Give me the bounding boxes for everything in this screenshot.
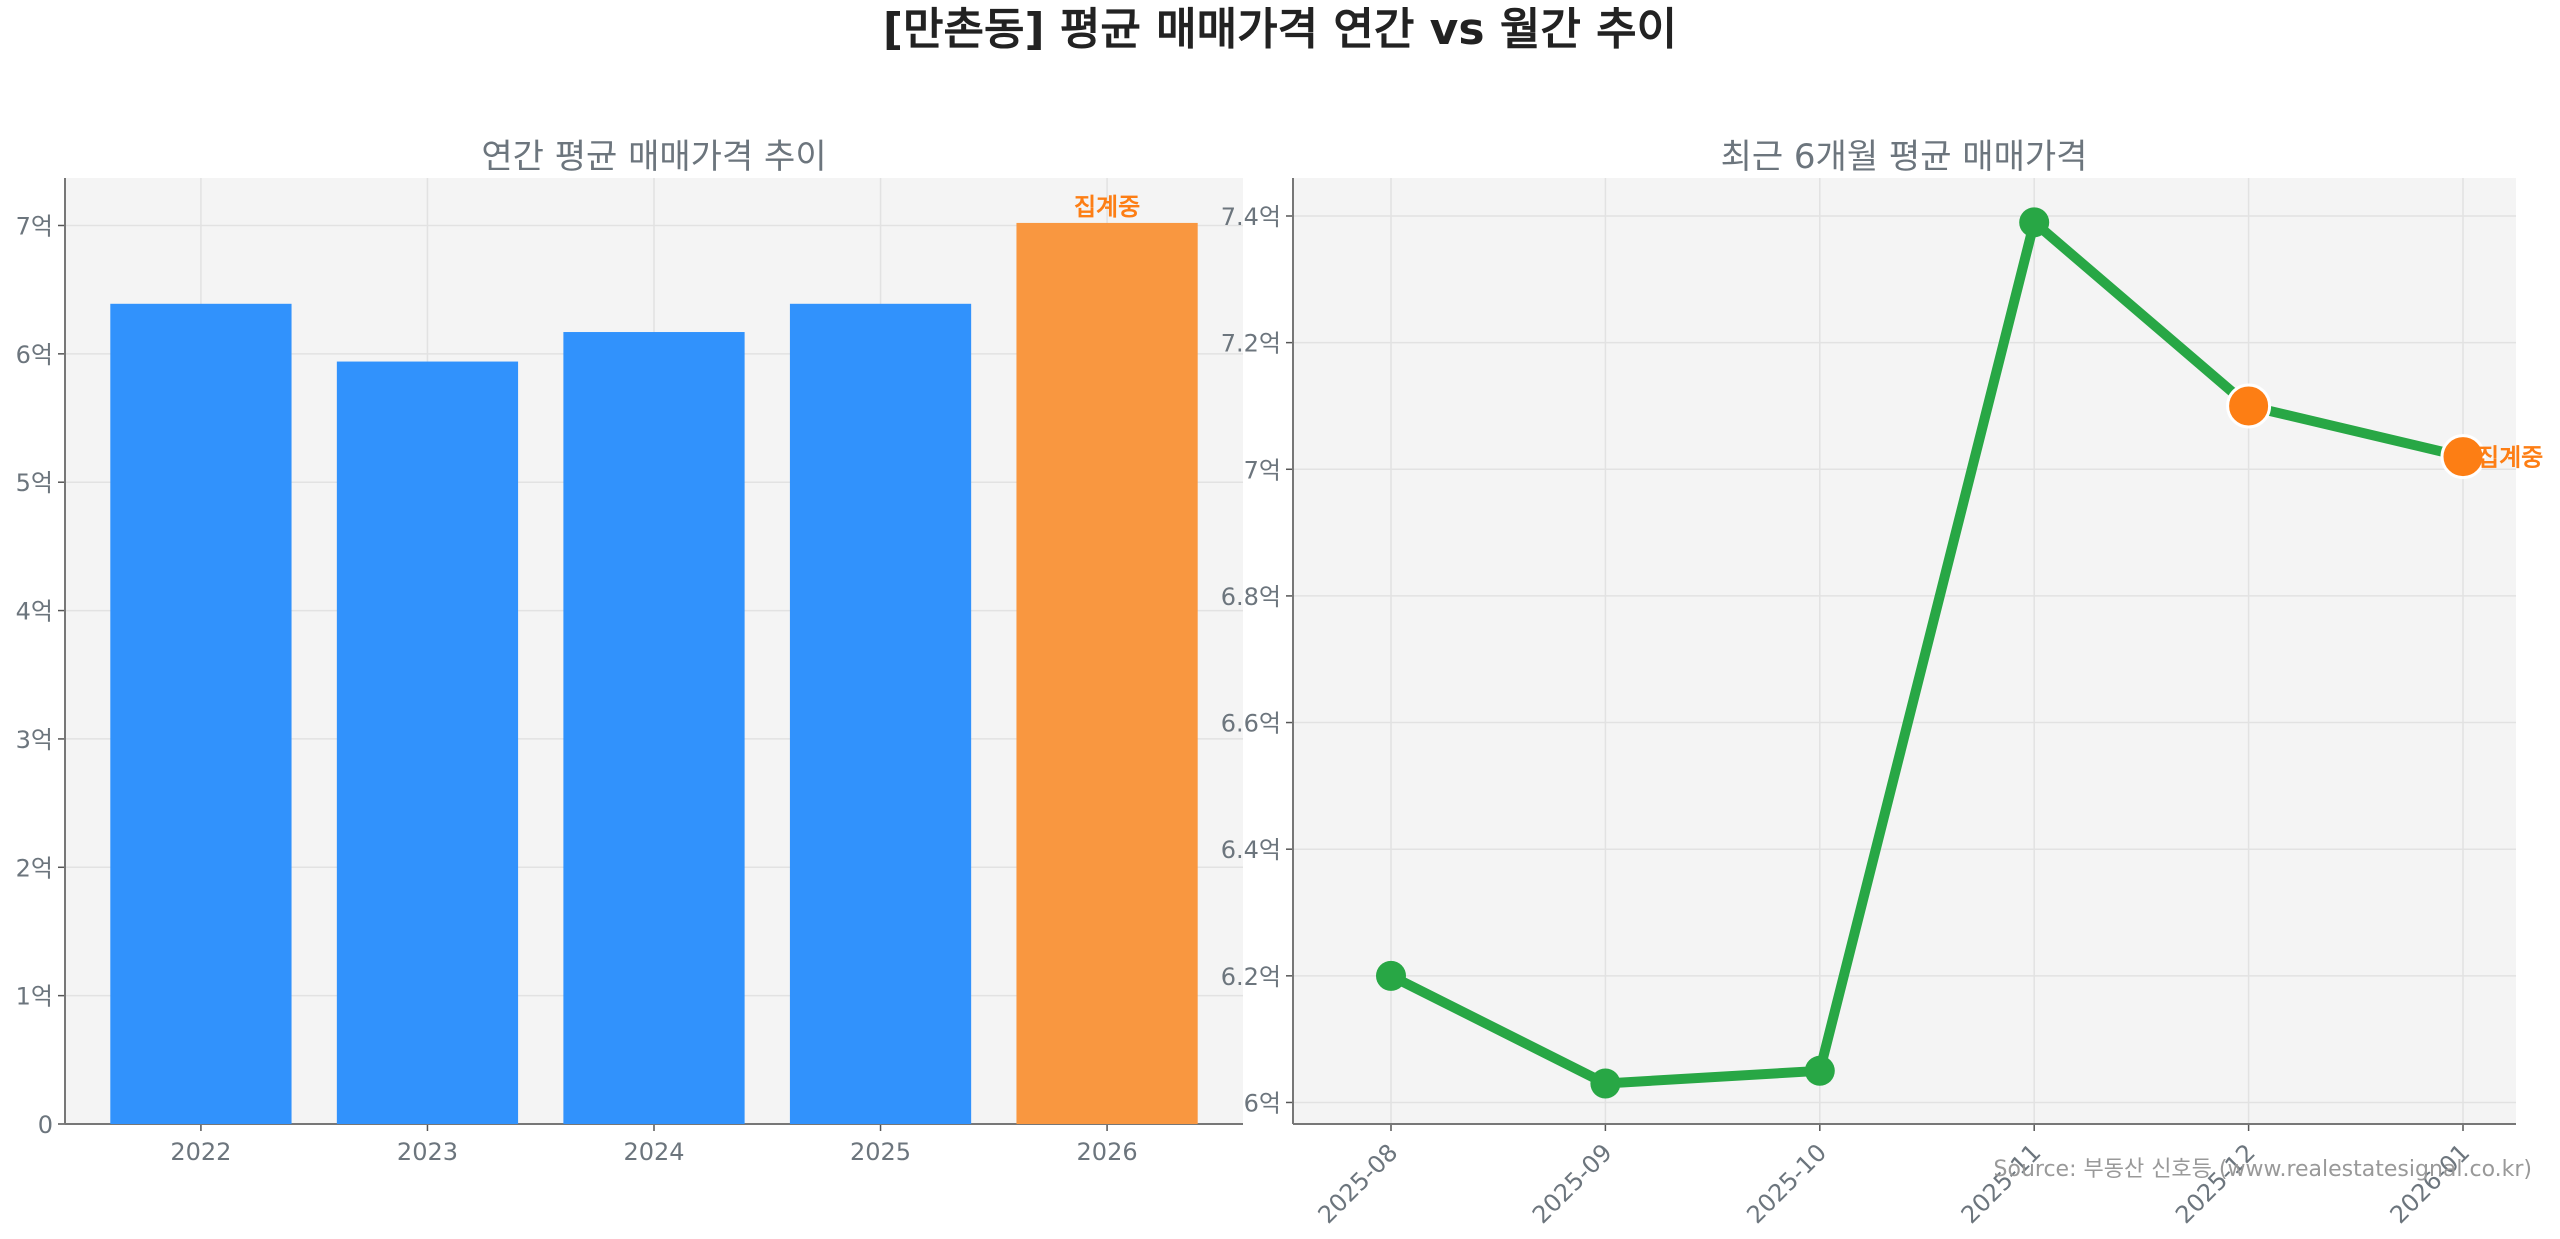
annual-ytick-label: 5억 [16,469,53,497]
point-2025-10 [1804,1055,1835,1086]
annual-xtick-label: 2023 [397,1138,458,1166]
annual-ytick-label: 1억 [16,983,53,1011]
monthly-ytick-label: 6.2억 [1221,963,1281,991]
annual-xtick-label: 2025 [850,1138,911,1166]
partial-point-2026-01 [2440,434,2486,480]
monthly-ytick-label: 6.6억 [1221,710,1281,738]
monthly-ytick-label: 6.4억 [1221,836,1281,864]
annual-bar-chart: 연간 평균 매매가격 추이 0 1억 2억 3억 4억 5억 6억 7억 2022 2023 202… [16,137,1243,1166]
point-2025-11 [2019,207,2050,238]
monthly-ytick-label: 6억 [1244,1089,1281,1117]
point-2025-09 [1590,1068,1621,1099]
annual-chart-title: 연간 평균 매매가격 추이 [481,137,826,177]
point-2025-08 [1376,960,1406,991]
bar-2025 [789,303,972,1125]
monthly-xtick-label: 2026-01 [2385,1138,2476,1229]
annual-xtick-label: 2024 [623,1138,684,1166]
bar-2023 [336,361,519,1124]
bar-2024 [563,332,745,1124]
monthly-ytick-label: 7.4억 [1221,203,1281,231]
annual-ytick-label: 7억 [16,212,53,240]
figure-title: [만촌동] 평균 매매가격 연간 vs 월간 추이 [883,4,1677,55]
partial-annotation: 집계중 [2477,444,2543,472]
annual-xtick-label: 2022 [170,1138,231,1166]
bar-2022 [110,303,292,1125]
monthly-xtick-label: 2025-09 [1527,1138,1618,1229]
annual-ytick-label: 2억 [16,854,53,882]
monthly-ytick-label: 7.2억 [1221,330,1281,358]
partial-annotation: 집계중 [1074,193,1140,221]
annual-ytick-label: 3억 [16,726,53,754]
monthly-ytick-label: 7억 [1244,456,1281,484]
annual-ytick-label: 6억 [16,341,53,369]
source-note: Source: 부동산 신호등 (www.realestatesignal.co… [1994,1157,2532,1182]
annual-xtick-label: 2026 [1077,1138,1138,1166]
partial-point-2025-12 [2226,383,2272,429]
monthly-xtick-label: 2025-10 [1741,1138,1832,1229]
monthly-xtick-label: 2025-11 [1956,1138,2047,1229]
bar-2026 [1016,222,1198,1125]
monthly-chart-title: 최근 6개월 평균 매매가격 [1721,137,2088,177]
annual-ytick-label: 4억 [16,598,53,626]
monthly-xtick-label: 2025-12 [2170,1138,2261,1229]
monthly-xtick-label: 2025-08 [1313,1138,1404,1229]
monthly-price-line [1388,217,2465,1089]
monthly-plot-area [1293,178,2516,1124]
monthly-ytick-label: 6.8억 [1221,583,1281,611]
monthly-line-chart: 최근 6개월 평균 매매가격 6억 6.2억 6.4억 6.6억 6.8억 7억 7.2억 7… [1221,137,2544,1229]
annual-ytick-label: 0 [38,1111,53,1139]
